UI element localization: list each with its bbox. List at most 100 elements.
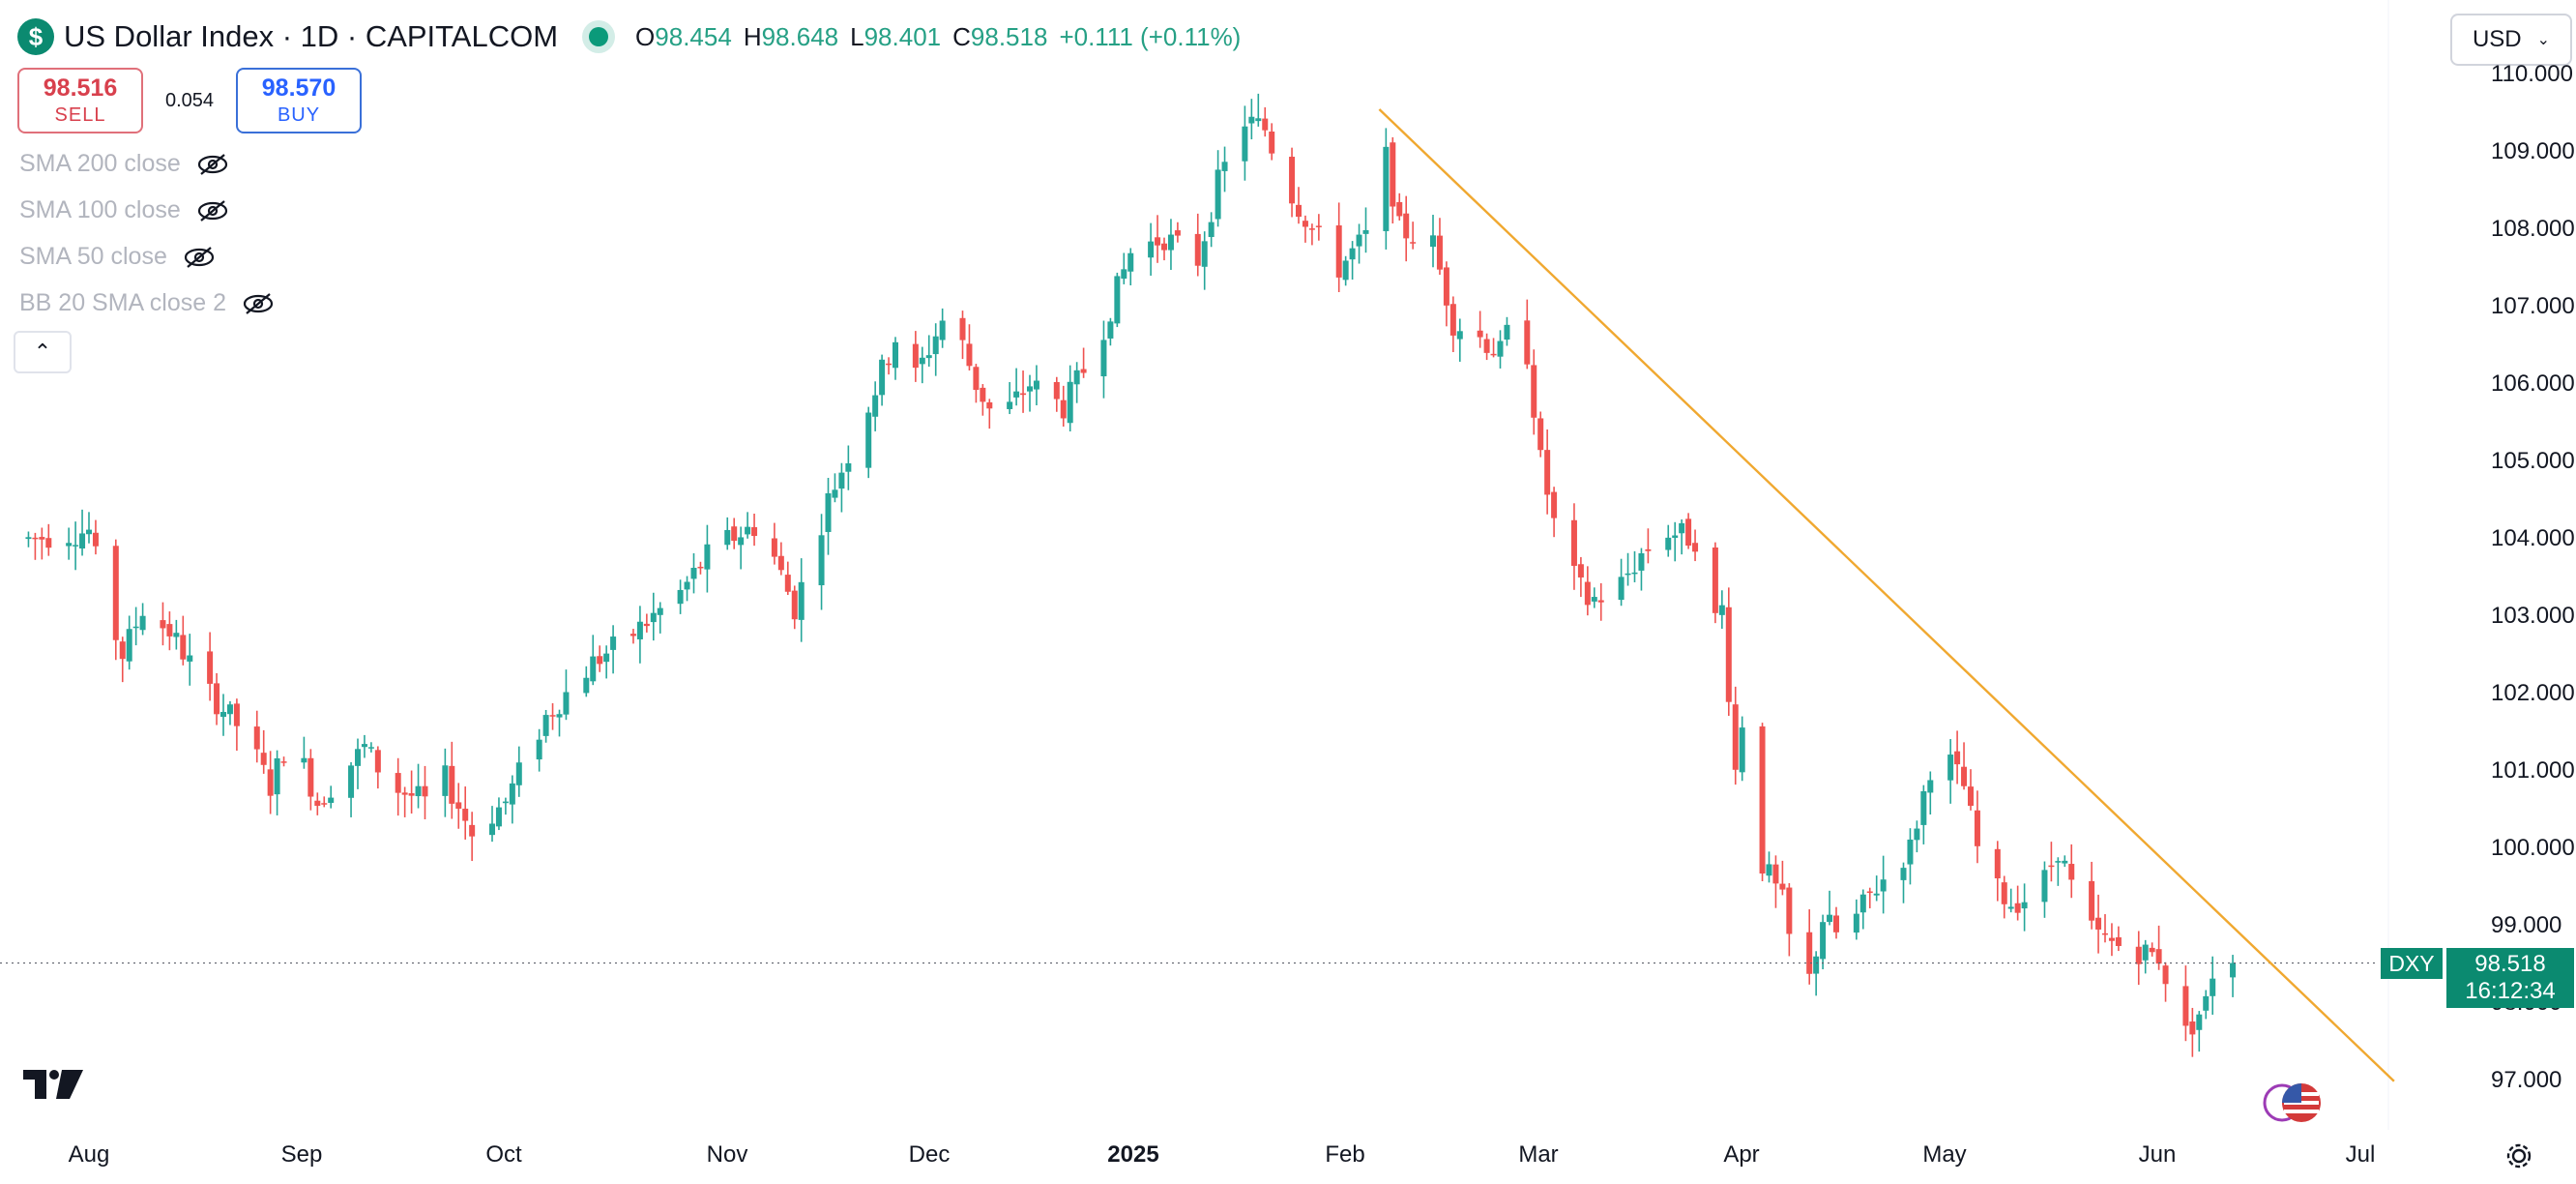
candle[interactable] [1430, 215, 1436, 268]
candle[interactable] [160, 602, 166, 646]
candle[interactable] [2055, 857, 2062, 886]
candle[interactable] [1638, 548, 1645, 591]
candle[interactable] [1914, 820, 1920, 853]
candle[interactable] [1679, 518, 1685, 555]
candle[interactable] [45, 523, 52, 556]
candle[interactable] [1597, 582, 1604, 621]
candle[interactable] [469, 812, 476, 862]
candle[interactable] [2068, 844, 2075, 899]
candle[interactable] [2021, 883, 2028, 932]
candle[interactable] [825, 478, 832, 555]
candle[interactable] [2048, 842, 2055, 882]
candle[interactable] [1853, 899, 1859, 940]
eye-hidden-icon[interactable] [196, 153, 229, 176]
candle[interactable] [1544, 429, 1551, 515]
candle[interactable] [1900, 862, 1907, 903]
candle[interactable] [650, 592, 657, 641]
candle[interactable] [1759, 723, 1766, 881]
candle[interactable] [1786, 883, 1793, 957]
candle[interactable] [1262, 106, 1269, 137]
candle[interactable] [636, 606, 643, 664]
candle[interactable] [1296, 187, 1302, 224]
candle[interactable] [112, 539, 119, 661]
candle[interactable] [462, 786, 469, 840]
candle[interactable] [32, 532, 39, 560]
candle[interactable] [1194, 213, 1201, 277]
candle[interactable] [495, 797, 502, 831]
candle[interactable] [1067, 365, 1073, 431]
candle[interactable] [986, 399, 993, 429]
candle[interactable] [777, 542, 784, 576]
candle[interactable] [1308, 223, 1315, 246]
candle[interactable] [214, 672, 220, 725]
candle[interactable] [697, 561, 704, 575]
tradingview-logo-icon[interactable] [23, 1070, 85, 1099]
candle[interactable] [838, 462, 845, 513]
candle[interactable] [233, 698, 240, 752]
candle[interactable] [207, 632, 214, 701]
candle[interactable] [374, 746, 381, 789]
candle[interactable] [1968, 769, 1974, 811]
candle[interactable] [1859, 889, 1866, 930]
candle[interactable] [280, 756, 287, 767]
candle[interactable] [1551, 487, 1558, 538]
candle[interactable] [684, 576, 690, 602]
candle[interactable] [1127, 248, 1134, 286]
candle[interactable] [973, 364, 980, 403]
candle[interactable] [1820, 914, 1827, 970]
candle[interactable] [314, 792, 321, 815]
candle[interactable] [1725, 587, 1732, 716]
candle[interactable] [415, 763, 422, 809]
candle[interactable] [401, 786, 408, 817]
candle[interactable] [1174, 222, 1181, 243]
candle[interactable] [583, 666, 590, 697]
candle[interactable] [1712, 542, 1718, 624]
candle[interactable] [2210, 956, 2216, 1015]
candle[interactable] [2007, 888, 2014, 913]
candle[interactable] [301, 736, 307, 769]
candle[interactable] [132, 607, 139, 646]
candle[interactable] [959, 311, 966, 360]
indicator-sma-50[interactable]: SMA 50 close [19, 243, 216, 271]
candle[interactable] [1779, 860, 1786, 896]
candle[interactable] [2149, 942, 2155, 957]
candle[interactable] [1591, 587, 1597, 608]
candle[interactable] [1020, 370, 1027, 413]
candle[interactable] [939, 308, 946, 348]
candle[interactable] [509, 775, 515, 824]
candle[interactable] [1443, 261, 1449, 327]
indicator-sma-100[interactable]: SMA 100 close [19, 196, 229, 224]
candle[interactable] [449, 741, 455, 819]
buy-button[interactable]: 98.570 BUY [236, 68, 362, 133]
candle[interactable] [932, 323, 939, 376]
candle[interactable] [2089, 861, 2095, 930]
candle[interactable] [590, 635, 597, 686]
candle[interactable] [1007, 382, 1013, 415]
candle[interactable] [563, 669, 570, 721]
candle[interactable] [677, 579, 684, 614]
candle[interactable] [2182, 965, 2189, 1042]
candle[interactable] [1920, 784, 1927, 844]
candle[interactable] [2196, 1011, 2203, 1052]
candle[interactable] [2108, 923, 2115, 957]
candle[interactable] [912, 331, 919, 382]
candle[interactable] [818, 514, 825, 610]
candle[interactable] [226, 700, 233, 725]
candle[interactable] [798, 558, 805, 642]
candle[interactable] [2142, 939, 2149, 974]
candle[interactable] [1631, 550, 1638, 582]
candle[interactable] [515, 746, 522, 797]
candle[interactable] [791, 585, 798, 630]
candle[interactable] [355, 738, 361, 789]
candle[interactable] [603, 645, 610, 679]
candle[interactable] [1436, 218, 1443, 276]
currency-select[interactable]: USD ⌄ [2450, 14, 2572, 66]
chart-settings-gear-icon[interactable] [2503, 1140, 2535, 1172]
candle[interactable] [832, 473, 838, 503]
candle[interactable] [2162, 962, 2169, 1002]
candle[interactable] [361, 734, 367, 758]
candle[interactable] [556, 709, 563, 737]
candle[interactable] [260, 729, 267, 774]
candle[interactable] [1907, 828, 1914, 885]
candle[interactable] [1410, 222, 1417, 250]
